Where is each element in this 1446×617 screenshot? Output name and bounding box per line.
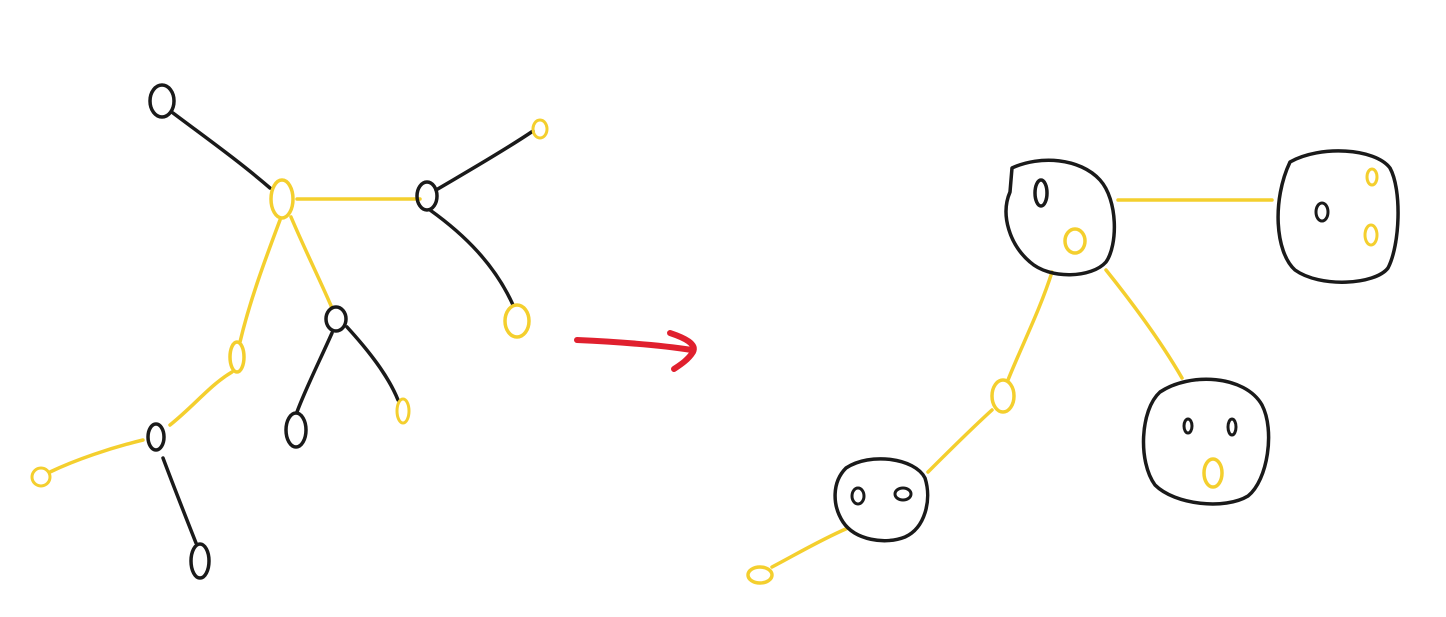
edge-b-btop: [434, 129, 535, 192]
cluster-top-right-black-node: [1314, 201, 1330, 223]
cluster-bottom-left-black-node-2: [893, 486, 913, 502]
cluster-top-right-outline: [1276, 149, 1400, 284]
edge-a-root: [171, 111, 272, 190]
edge-d-e: [168, 370, 234, 427]
node-c-right: [395, 397, 411, 425]
node-e-left: [30, 466, 52, 488]
node-mid-yellow: [990, 378, 1016, 414]
cluster-top-left: [1004, 158, 1117, 277]
cluster-top-left-yellow-node: [1063, 227, 1087, 255]
edge-cluster-tl-br: [1104, 268, 1184, 380]
transform-arrow: [574, 330, 697, 372]
cluster-bottom-right-outline: [1141, 377, 1271, 506]
edge-root-c: [289, 215, 334, 310]
cluster-top-right-yellow-node-2: [1363, 223, 1379, 247]
edge-mid-cluster-bl: [926, 408, 994, 474]
node-leaf-yellow: [746, 565, 774, 585]
edge-cluster-tl-mid: [1006, 270, 1054, 382]
arrow-shaft: [574, 337, 695, 353]
edge-c-cleft: [295, 331, 334, 414]
left-tree: [30, 83, 549, 580]
cluster-top-right: [1276, 149, 1400, 284]
edge-e-ebottom: [161, 456, 198, 545]
node-c-left: [284, 411, 308, 449]
cluster-bottom-right-yellow-node: [1202, 457, 1224, 489]
edge-e-eleft: [48, 438, 145, 474]
cluster-bottom-left-black-node-1: [850, 486, 866, 506]
node-a: [148, 83, 176, 119]
edge-b-bbottom: [428, 208, 515, 307]
node-e: [146, 422, 166, 452]
node-b-top: [531, 118, 549, 140]
cluster-bottom-left: [833, 457, 930, 543]
right-tree: [746, 149, 1400, 585]
node-root: [269, 178, 295, 220]
edge-root-d: [238, 218, 282, 344]
cluster-bottom-left-outline: [833, 457, 930, 543]
arrow-head: [667, 330, 697, 372]
node-b-bottom: [503, 303, 531, 339]
node-b: [415, 180, 439, 212]
cluster-bottom-right-black-node-2: [1226, 417, 1238, 437]
cluster-top-left-outline: [1004, 158, 1117, 277]
cluster-top-right-yellow-node-1: [1365, 167, 1379, 187]
cluster-bottom-right: [1141, 377, 1271, 506]
edge-cluster-bl-leaf: [770, 526, 850, 569]
cluster-top-left-black-node: [1033, 178, 1049, 208]
node-e-bottom: [189, 542, 211, 580]
node-d: [228, 340, 246, 374]
node-c: [324, 305, 348, 333]
edge-c-cright: [345, 325, 400, 402]
cluster-bottom-right-black-node-1: [1182, 417, 1194, 435]
